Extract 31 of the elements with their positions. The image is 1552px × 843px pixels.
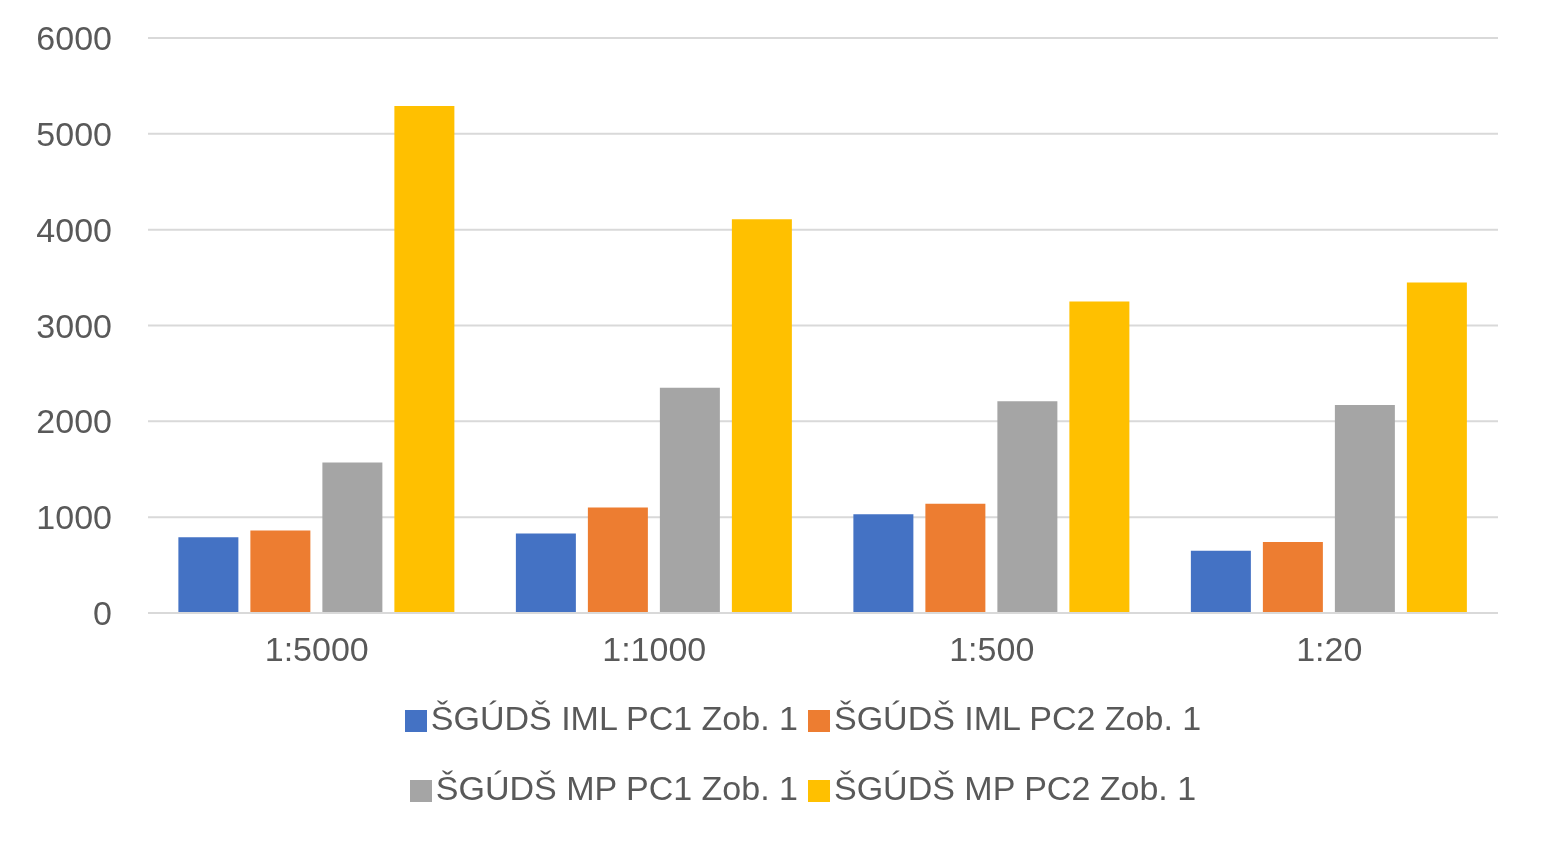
bar xyxy=(853,514,914,613)
bar xyxy=(925,503,986,613)
bar xyxy=(1334,405,1395,613)
legend-label: ŠGÚDŠ IML PC2 Zob. 1 xyxy=(834,699,1202,737)
bar xyxy=(731,219,792,613)
y-tick-label: 2000 xyxy=(36,402,112,441)
bar xyxy=(1190,550,1251,613)
y-tick-label: 4000 xyxy=(36,210,112,249)
legend-label: ŠGÚDŠ MP PC2 Zob. 1 xyxy=(834,769,1197,807)
x-tick-label: 1:1000 xyxy=(602,630,707,669)
bar xyxy=(178,537,239,613)
y-tick-label: 6000 xyxy=(36,19,112,58)
y-tick-label: 0 xyxy=(93,594,112,633)
bar xyxy=(1069,301,1130,613)
legend-label: ŠGÚDŠ MP PC1 Zob. 1 xyxy=(435,769,798,807)
x-tick-label: 1:20 xyxy=(1296,630,1363,669)
bar xyxy=(1262,542,1323,613)
legend-label: ŠGÚDŠ IML PC1 Zob. 1 xyxy=(430,699,798,737)
bar xyxy=(1406,282,1467,613)
y-tick-label: 1000 xyxy=(36,498,112,537)
bar xyxy=(250,530,311,613)
bar xyxy=(587,507,648,613)
y-tick-label: 3000 xyxy=(36,306,112,345)
bar xyxy=(394,106,455,613)
bar xyxy=(997,401,1058,613)
x-tick-label: 1:500 xyxy=(949,630,1035,669)
y-tick-label: 5000 xyxy=(36,114,112,153)
bar xyxy=(515,533,576,613)
bar xyxy=(322,462,383,613)
bar xyxy=(659,387,720,613)
x-tick-label: 1:5000 xyxy=(264,630,369,669)
